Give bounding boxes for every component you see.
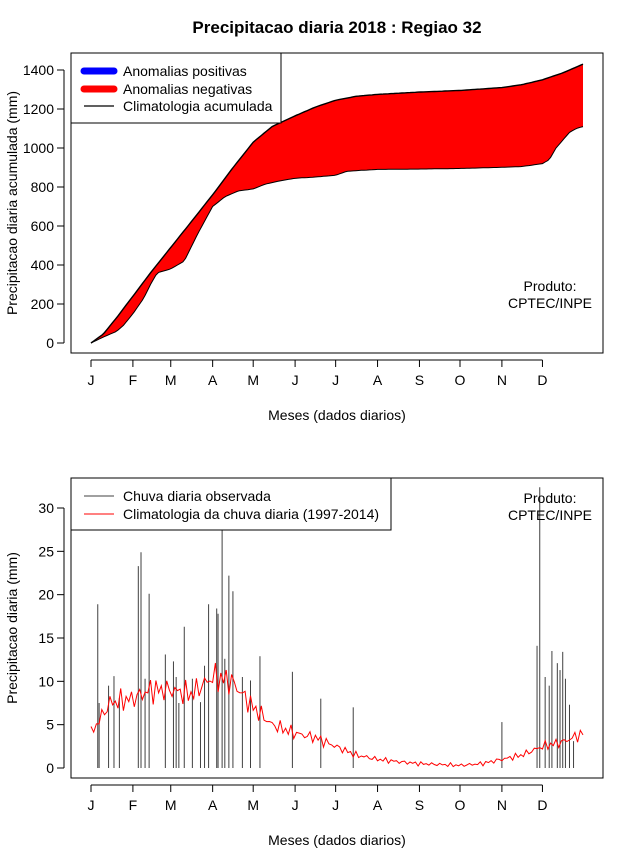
panel-1-product-line1: Produto: xyxy=(524,278,577,294)
panel-1-y-tick-label: 1200 xyxy=(23,101,54,117)
panel-1-y-axis: 0 200 400 600 800 1000 1200 1400 xyxy=(23,62,65,351)
panel-2-y-tick-label: 30 xyxy=(38,500,54,516)
negative-anomaly-band xyxy=(91,64,583,343)
panel-2-x-tick-label: J xyxy=(88,797,95,813)
panel-2-x-tick-label: M xyxy=(165,797,177,813)
panel-1-plot-frame xyxy=(70,52,604,354)
panel-1-x-tick-label: O xyxy=(455,372,466,388)
panel-1-y-tick-label: 1000 xyxy=(23,140,54,156)
panel-1-x-tick-label: J xyxy=(332,372,339,388)
chart-title: Precipitacao diaria 2018 : Regiao 32 xyxy=(192,18,481,37)
panel-2-marks xyxy=(90,487,584,768)
panel-2-y-tick-label: 0 xyxy=(46,760,54,776)
panel-1-x-tick-label: M xyxy=(165,372,177,388)
panel-2-x-tick-label: D xyxy=(537,797,547,813)
panel-2-y-axis: 0 5 10 15 20 25 30 xyxy=(38,500,65,776)
legend-label-negative: Anomalias negativas xyxy=(123,81,252,97)
legend-label-clim-daily: Climatologia da chuva diaria (1997-2014) xyxy=(123,506,379,522)
panel-1-x-tick-label: F xyxy=(129,372,138,388)
observed-accumulated-line xyxy=(90,126,584,344)
panel-2-y-axis-label: Precipitacao diaria (mm) xyxy=(4,552,20,704)
panel-1-x-tick-label: D xyxy=(537,372,547,388)
panel-1-x-tick-label: J xyxy=(292,372,299,388)
panel-1-x-tick-label: S xyxy=(415,372,424,388)
panel-2-y-tick-label: 15 xyxy=(38,630,54,646)
panel-1: 0 200 400 600 800 1000 1200 1400 J F M A M J J A S O N D M… xyxy=(4,52,604,423)
panel-2-x-axis-label: Meses (dados diarios) xyxy=(268,832,406,848)
panel-2-product-line2: CPTEC/INPE xyxy=(508,507,592,523)
legend-label-climatology: Climatologia acumulada xyxy=(123,98,273,114)
legend-label-observed: Chuva diaria observada xyxy=(123,488,271,504)
panel-2-x-tick-label: J xyxy=(332,797,339,813)
panel-2: 0 5 10 15 20 25 30 J F M A M J J A S O N D Meses (dados d… xyxy=(4,477,604,848)
panel-2-x-tick-label: A xyxy=(373,797,383,813)
panel-2-y-tick-label: 5 xyxy=(46,717,54,733)
climatology-accumulated-line xyxy=(90,63,584,344)
panel-2-legend-box xyxy=(70,477,392,531)
panel-2-product-line1: Produto: xyxy=(524,490,577,506)
panel-2-y-tick-label: 10 xyxy=(38,673,54,689)
panel-1-legend: Anomalias positivas Anomalias negativas … xyxy=(70,52,282,124)
panel-2-x-tick-label: N xyxy=(497,797,507,813)
panel-1-y-tick-label: 0 xyxy=(46,335,54,351)
panel-1-x-tick-label: M xyxy=(247,372,259,388)
panel-2-x-tick-label: S xyxy=(415,797,424,813)
panel-1-y-tick-label: 1400 xyxy=(23,62,54,78)
panel-1-y-tick-label: 200 xyxy=(31,296,55,312)
panel-1-x-tick-label: A xyxy=(208,372,218,388)
panel-2-y-tick-label: 20 xyxy=(38,587,54,603)
panel-1-x-tick-label: N xyxy=(497,372,507,388)
panel-2-x-tick-label: O xyxy=(455,797,466,813)
panel-1-y-tick-label: 400 xyxy=(31,257,55,273)
panel-1-marks xyxy=(90,63,584,344)
panel-2-x-tick-label: F xyxy=(129,797,138,813)
panel-2-legend: Chuva diaria observada Climatologia da c… xyxy=(70,477,392,531)
panel-1-y-axis-label: Precipitacao diaria acumulada (mm) xyxy=(4,91,20,315)
panel-1-x-axis-label: Meses (dados diarios) xyxy=(268,407,406,423)
panel-2-y-tick-label: 25 xyxy=(38,543,54,559)
panel-1-product-line2: CPTEC/INPE xyxy=(508,295,592,311)
legend-label-positive: Anomalias positivas xyxy=(123,63,247,79)
panel-1-y-tick-label: 600 xyxy=(31,218,55,234)
panel-1-y-tick-label: 800 xyxy=(31,179,55,195)
panel-2-x-tick-label: M xyxy=(247,797,259,813)
panel-1-x-tick-label: J xyxy=(88,372,95,388)
climatology-daily-line xyxy=(90,662,584,768)
panel-2-x-tick-label: J xyxy=(292,797,299,813)
panel-2-x-tick-label: A xyxy=(208,797,218,813)
panel-1-x-tick-label: A xyxy=(373,372,383,388)
